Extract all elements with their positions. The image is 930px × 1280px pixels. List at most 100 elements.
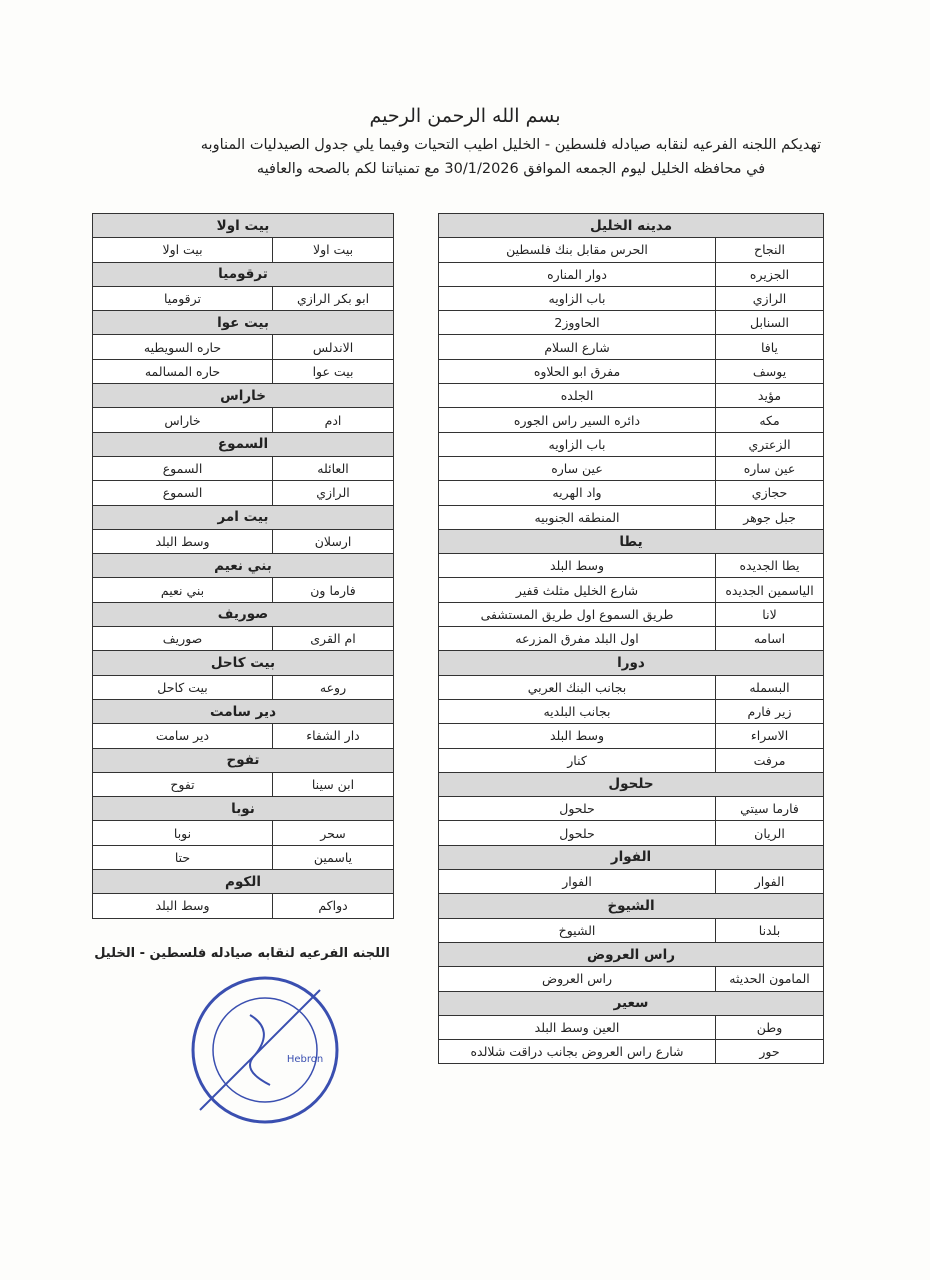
table-row: وطن العين وسط البلد [439,1015,823,1041]
pharmacy-location: بجانب البلديه [543,704,611,720]
section-title: صوريف [93,602,393,628]
table-row: عين ساره عين ساره [439,456,823,482]
table-row: ام القرى صوريف [93,627,393,652]
pharmacy-location: كنار [567,752,587,768]
table-row: بيت عوا حاره المسالمه [93,359,393,385]
section-title: بيت عوا [93,311,393,336]
table-row: مرفت كنار [439,748,823,773]
stamp-ring [212,997,318,1103]
pharmacy-location: وسط البلد [155,534,210,549]
pharmacy-location: الحاووز2 [554,315,600,331]
section-title: دير سامت [93,699,393,725]
pharmacy-location: الشيوخ [558,922,596,938]
pharmacy-location: الفوار [562,874,592,890]
table-row: الفوار الفوار [439,870,823,895]
pharmacy-name: فارما سيتي [715,797,823,821]
pharmacy-name: الجزيره [715,262,823,286]
pharmacy-location: وسط البلد [155,898,210,914]
stamp: Hebron [191,976,339,1124]
pharmacy-location: طريق السموع اول طريق المستشفى [480,606,674,622]
section-title: بيت اولا [93,214,393,239]
table-row: الرازي السموع [93,481,393,506]
table-row: يافا شارع السلام [439,335,823,360]
pharmacy-location: راس العروض [541,971,613,987]
right-table: مدينه الخليل النجاح الحرس مقابل بنك فلسطين… [438,213,824,1065]
table-row: الزعتري باب الزاويه [439,432,823,457]
pharmacy-location: حلحول [559,801,595,817]
pharmacy-name: يطا الجديده [715,554,823,578]
table-row: بلدنا الشيوخ [439,918,823,943]
pharmacy-location: السموع [162,461,203,477]
pharmacy-name: يوسف [715,359,823,384]
section-title: حلحول [439,772,823,798]
pharmacy-location: وسط البلد [549,728,605,744]
section-title: نوبا [93,797,393,822]
section-title: بيت امر [93,505,393,530]
pharmacy-location: باب الزاويه [548,291,606,307]
pharmacy-name: زير فارم [715,699,823,724]
table-row: العائله السموع [93,456,393,482]
pharmacy-location: اول البلد مفرق المزرعه [515,631,639,647]
pharmacy-location: شارع الخليل مثلث قفير [515,582,639,598]
pharmacy-location: بني نعيم [160,582,205,598]
table-row: حجازي واد الهريه [439,481,823,506]
table-row: الرازي باب الزاويه [439,286,823,312]
pharmacy-name: مرفت [715,748,823,772]
pharmacy-location: نوبا [173,825,192,841]
pharmacy-location: بيت اولا [162,242,203,258]
pharmacy-location: بجانب البنك العربي [527,679,627,695]
pharmacy-location: دوار المناره [547,266,607,282]
table-row: ابن سينا تفوح [93,772,393,798]
section-title: السموع [93,432,393,457]
pharmacy-name: ياسمين [272,845,393,870]
pharmacy-name: روعه [272,675,393,699]
table-row: النجاح الحرس مقابل بنك فلسطين [439,238,823,263]
pharmacy-name: البسمله [715,675,823,699]
pharmacy-location: مفرق ابو الحلاوه [533,363,621,379]
pharmacy-name: ادم [272,408,393,432]
pharmacy-location: باب الزاويه [548,436,606,452]
table-row: ارسلان وسط البلد [93,529,393,555]
pharmacy-name: النجاح [715,238,823,262]
pharmacy-location: دائره السير راس الجوره [513,412,641,428]
pharmacy-name: ابن سينا [272,772,393,797]
table-row: الياسمين الجديده شارع الخليل مثلث قفير [439,578,823,603]
pharmacy-name: حور [715,1040,823,1064]
pharmacy-name: المامون الحديثه [715,967,823,991]
pharmacy-location: السموع [162,485,203,501]
section-title: تفوح [93,748,393,773]
section-title: الفوار [439,845,823,871]
pharmacy-name: العائله [272,456,393,481]
pharmacy-location: شارع راس العروض بجانب دراقت شلالده [470,1044,684,1060]
table-row: السنابل الحاووز2 [439,311,823,336]
pharmacy-name: الرازي [715,286,823,311]
pharmacy-name: ارسلان [272,529,393,554]
section-title: بيت كاحل [93,651,393,676]
table-row: بيت اولا بيت اولا [93,238,393,263]
pharmacy-location: واد الهريه [552,485,602,501]
table-row: حور شارع راس العروض بجانب دراقت شلالده [439,1040,823,1065]
pharmacy-name: الاسراء [715,724,823,748]
pharmacy-location: الحرس مقابل بنك فلسطين [506,242,648,258]
table-row: مكه دائره السير راس الجوره [439,408,823,433]
pharmacy-name: الرازي [272,481,393,505]
table-row: اسامه اول البلد مفرق المزرعه [439,627,823,652]
pharmacy-name: عين ساره [715,456,823,481]
intro-line: تهديكم اللجنه الفرعيه لنقابه صيادله فلسط… [200,137,822,153]
pharmacy-name: ابو بكر الرازي [272,286,393,311]
pharmacy-name: الاندلس [272,335,393,359]
basmala: بسم الله الرحمن الرحيم [369,105,561,127]
pharmacy-name: اسامه [715,627,823,651]
table-row: المامون الحديثه راس العروض [439,967,823,992]
pharmacy-location: ترقوميا [163,291,202,307]
table-row: ابو بكر الرازي ترقوميا [93,286,393,312]
pharmacy-location: حلحول [559,825,595,841]
pharmacy-location: بيت كاحل [157,679,208,695]
pharmacy-name: الياسمين الجديده [715,578,823,602]
table-row: لانا طريق السموع اول طريق المستشفى [439,602,823,628]
stamp-signature [199,989,321,1111]
pharmacy-location: المنطقه الجنوبيه [534,509,620,525]
table-row: فارما ون بني نعيم [93,578,393,603]
pharmacy-name: الفوار [715,870,823,894]
table-row: ادم خاراس [93,408,393,433]
